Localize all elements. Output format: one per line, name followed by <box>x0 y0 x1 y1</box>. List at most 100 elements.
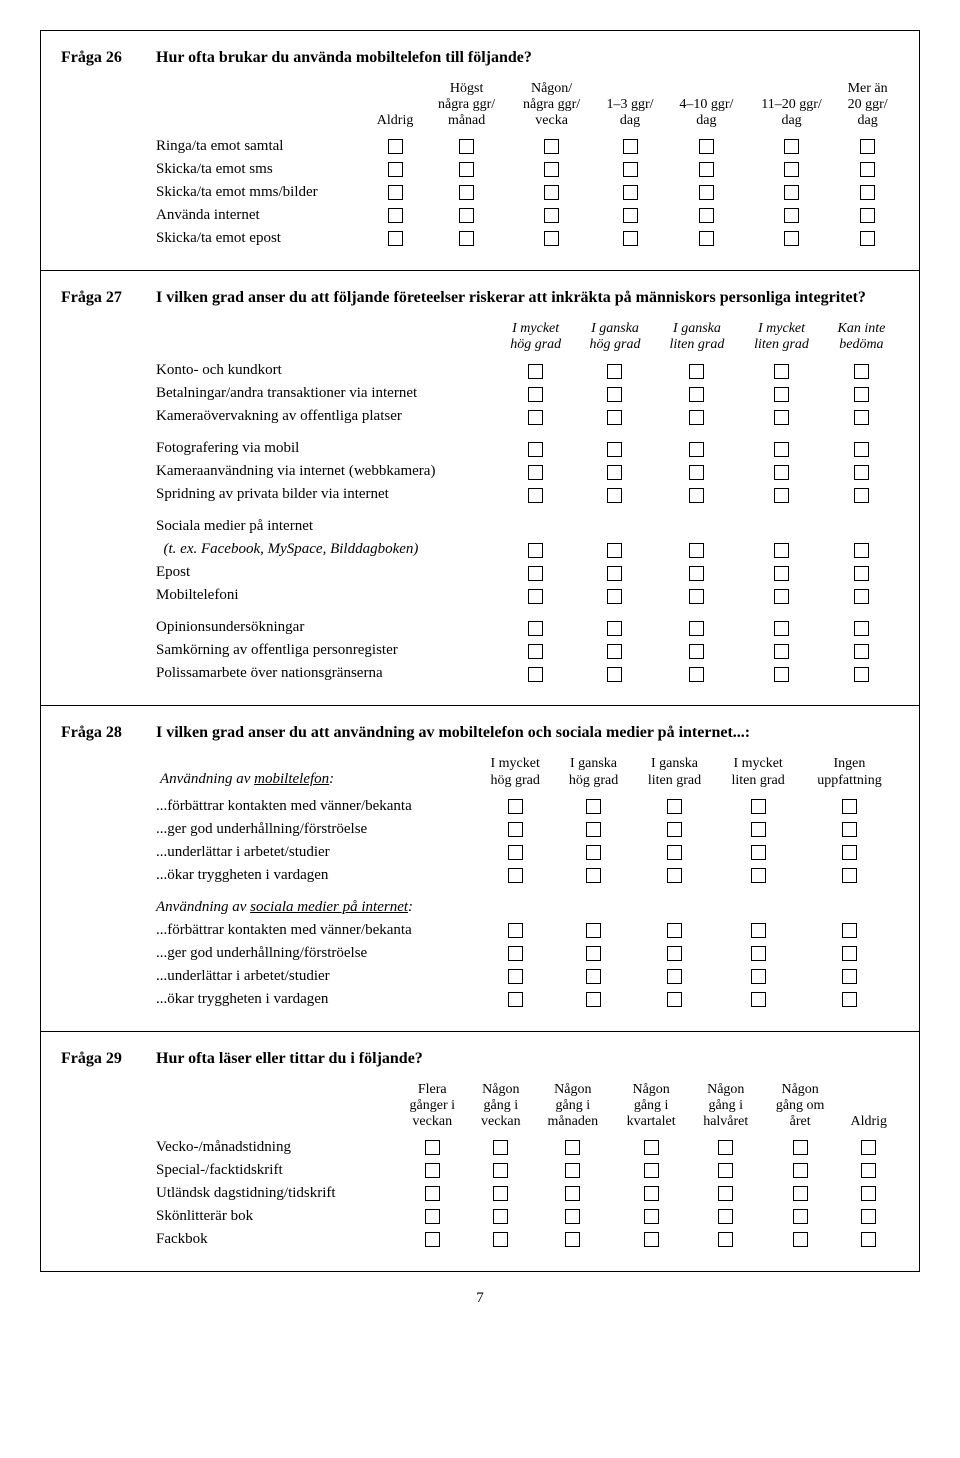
checkbox-cell[interactable] <box>633 942 717 965</box>
checkbox-cell[interactable] <box>839 1159 899 1182</box>
checkbox-cell[interactable] <box>716 965 800 988</box>
checkbox-cell[interactable] <box>469 1159 534 1182</box>
checkbox-cell[interactable] <box>739 359 824 382</box>
checkbox-cell[interactable] <box>496 538 575 561</box>
checkbox-cell[interactable] <box>655 428 740 460</box>
checkbox-cell[interactable] <box>655 584 740 607</box>
checkbox-cell[interactable] <box>366 135 424 158</box>
checkbox-cell[interactable] <box>575 405 654 428</box>
checkbox-cell[interactable] <box>613 1182 690 1205</box>
checkbox-cell[interactable] <box>747 227 836 250</box>
checkbox-cell[interactable] <box>366 158 424 181</box>
checkbox-cell[interactable] <box>633 864 717 887</box>
checkbox-cell[interactable] <box>469 1136 534 1159</box>
checkbox-cell[interactable] <box>739 460 824 483</box>
checkbox-cell[interactable] <box>594 204 666 227</box>
checkbox-cell[interactable] <box>666 227 747 250</box>
checkbox-cell[interactable] <box>594 158 666 181</box>
checkbox-cell[interactable] <box>633 818 717 841</box>
checkbox-cell[interactable] <box>839 1182 899 1205</box>
checkbox-cell[interactable] <box>824 561 899 584</box>
checkbox-cell[interactable] <box>824 584 899 607</box>
checkbox-cell[interactable] <box>716 841 800 864</box>
checkbox-cell[interactable] <box>666 158 747 181</box>
checkbox-cell[interactable] <box>533 1182 612 1205</box>
checkbox-cell[interactable] <box>496 405 575 428</box>
checkbox-cell[interactable] <box>396 1228 469 1251</box>
checkbox-cell[interactable] <box>762 1159 839 1182</box>
checkbox-cell[interactable] <box>690 1136 762 1159</box>
checkbox-cell[interactable] <box>554 841 632 864</box>
checkbox-cell[interactable] <box>509 227 594 250</box>
checkbox-cell[interactable] <box>633 841 717 864</box>
checkbox-cell[interactable] <box>496 359 575 382</box>
checkbox-cell[interactable] <box>633 919 717 942</box>
checkbox-cell[interactable] <box>476 818 554 841</box>
checkbox-cell[interactable] <box>575 561 654 584</box>
checkbox-cell[interactable] <box>554 965 632 988</box>
checkbox-cell[interactable] <box>575 662 654 685</box>
checkbox-cell[interactable] <box>836 204 899 227</box>
checkbox-cell[interactable] <box>575 639 654 662</box>
checkbox-cell[interactable] <box>739 662 824 685</box>
checkbox-cell[interactable] <box>366 181 424 204</box>
checkbox-cell[interactable] <box>554 795 632 818</box>
checkbox-cell[interactable] <box>690 1182 762 1205</box>
checkbox-cell[interactable] <box>594 227 666 250</box>
checkbox-cell[interactable] <box>366 204 424 227</box>
checkbox-cell[interactable] <box>594 181 666 204</box>
checkbox-cell[interactable] <box>800 818 899 841</box>
checkbox-cell[interactable] <box>613 1136 690 1159</box>
checkbox-cell[interactable] <box>739 584 824 607</box>
checkbox-cell[interactable] <box>655 483 740 506</box>
checkbox-cell[interactable] <box>716 864 800 887</box>
checkbox-cell[interactable] <box>824 460 899 483</box>
checkbox-cell[interactable] <box>655 538 740 561</box>
checkbox-cell[interactable] <box>575 538 654 561</box>
checkbox-cell[interactable] <box>739 538 824 561</box>
checkbox-cell[interactable] <box>690 1159 762 1182</box>
checkbox-cell[interactable] <box>575 607 654 639</box>
checkbox-cell[interactable] <box>533 1205 612 1228</box>
checkbox-cell[interactable] <box>655 405 740 428</box>
checkbox-cell[interactable] <box>716 919 800 942</box>
checkbox-cell[interactable] <box>739 382 824 405</box>
checkbox-cell[interactable] <box>633 795 717 818</box>
checkbox-cell[interactable] <box>575 483 654 506</box>
checkbox-cell[interactable] <box>800 795 899 818</box>
checkbox-cell[interactable] <box>496 561 575 584</box>
checkbox-cell[interactable] <box>836 227 899 250</box>
checkbox-cell[interactable] <box>476 919 554 942</box>
checkbox-cell[interactable] <box>575 359 654 382</box>
checkbox-cell[interactable] <box>496 428 575 460</box>
checkbox-cell[interactable] <box>633 988 717 1011</box>
checkbox-cell[interactable] <box>800 919 899 942</box>
checkbox-cell[interactable] <box>496 607 575 639</box>
checkbox-cell[interactable] <box>824 405 899 428</box>
checkbox-cell[interactable] <box>824 483 899 506</box>
checkbox-cell[interactable] <box>739 405 824 428</box>
checkbox-cell[interactable] <box>575 428 654 460</box>
checkbox-cell[interactable] <box>839 1228 899 1251</box>
checkbox-cell[interactable] <box>666 181 747 204</box>
checkbox-cell[interactable] <box>655 561 740 584</box>
checkbox-cell[interactable] <box>690 1205 762 1228</box>
checkbox-cell[interactable] <box>476 988 554 1011</box>
checkbox-cell[interactable] <box>800 942 899 965</box>
checkbox-cell[interactable] <box>836 181 899 204</box>
checkbox-cell[interactable] <box>476 795 554 818</box>
checkbox-cell[interactable] <box>655 639 740 662</box>
checkbox-cell[interactable] <box>496 584 575 607</box>
checkbox-cell[interactable] <box>655 382 740 405</box>
checkbox-cell[interactable] <box>739 607 824 639</box>
checkbox-cell[interactable] <box>575 584 654 607</box>
checkbox-cell[interactable] <box>824 428 899 460</box>
checkbox-cell[interactable] <box>366 227 424 250</box>
checkbox-cell[interactable] <box>396 1182 469 1205</box>
checkbox-cell[interactable] <box>839 1205 899 1228</box>
checkbox-cell[interactable] <box>747 204 836 227</box>
checkbox-cell[interactable] <box>739 428 824 460</box>
checkbox-cell[interactable] <box>824 359 899 382</box>
checkbox-cell[interactable] <box>533 1159 612 1182</box>
checkbox-cell[interactable] <box>762 1205 839 1228</box>
